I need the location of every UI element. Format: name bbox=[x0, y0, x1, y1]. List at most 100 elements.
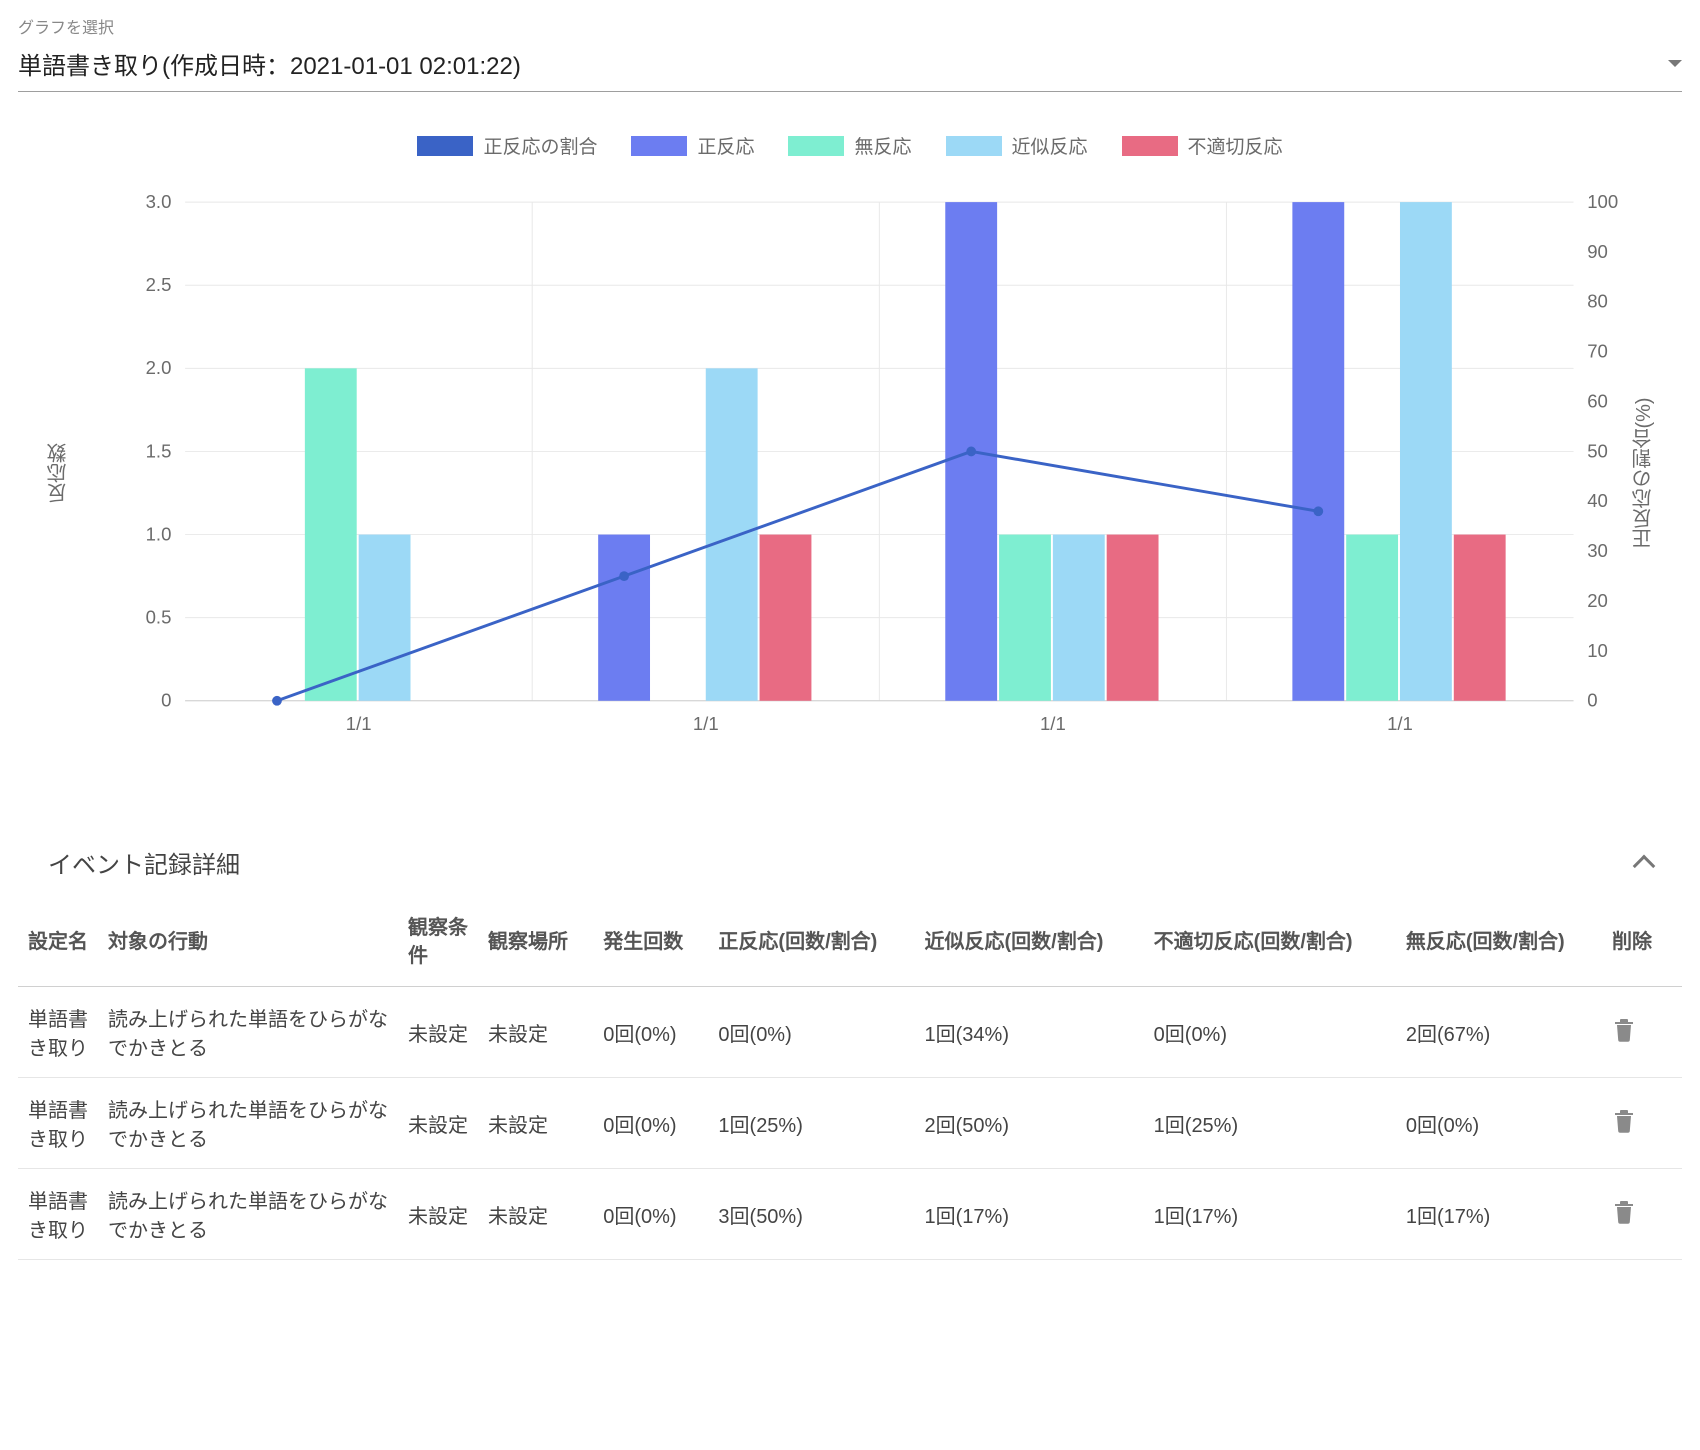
svg-text:1.5: 1.5 bbox=[146, 440, 172, 461]
svg-text:70: 70 bbox=[1587, 341, 1608, 362]
table-cell: 0回(0%) bbox=[593, 987, 708, 1078]
details-header[interactable]: イベント記録詳細 bbox=[18, 833, 1682, 898]
svg-text:20: 20 bbox=[1587, 590, 1608, 611]
graph-selector-value: 単語書き取り(作成日時：2021-01-01 02:01:22) bbox=[18, 46, 521, 81]
table-cell: 読み上げられた単語をひらがなでかきとる bbox=[98, 1169, 398, 1260]
table-header: 設定名 bbox=[18, 898, 98, 987]
table-header: 発生回数 bbox=[593, 898, 708, 987]
table-cell: 2回(67%) bbox=[1396, 987, 1602, 1078]
svg-text:0: 0 bbox=[1587, 690, 1597, 711]
svg-text:90: 90 bbox=[1587, 241, 1608, 262]
trash-icon[interactable] bbox=[1612, 1016, 1636, 1042]
chart-legend: 正反応の割合 正反応 無反応 近似反応 不適切反応 bbox=[18, 132, 1682, 159]
delete-cell bbox=[1602, 1078, 1682, 1169]
legend-item-correct[interactable]: 正反応 bbox=[631, 132, 754, 159]
bar-correct bbox=[1292, 202, 1344, 701]
svg-text:40: 40 bbox=[1587, 490, 1608, 511]
legend-swatch bbox=[946, 136, 1002, 156]
legend-label: 無反応 bbox=[854, 132, 911, 159]
svg-text:1/1: 1/1 bbox=[1387, 713, 1413, 734]
bar-correct bbox=[598, 535, 650, 701]
table-cell: 読み上げられた単語をひらがなでかきとる bbox=[98, 987, 398, 1078]
svg-text:1/1: 1/1 bbox=[1040, 713, 1066, 734]
table-row: 単語書き取り読み上げられた単語をひらがなでかきとる未設定未設定0回(0%)3回(… bbox=[18, 1169, 1682, 1260]
table-header: 観察場所 bbox=[478, 898, 593, 987]
table-cell: 未設定 bbox=[398, 987, 478, 1078]
table-cell: 単語書き取り bbox=[18, 1169, 98, 1260]
legend-swatch bbox=[1122, 136, 1178, 156]
svg-text:2.5: 2.5 bbox=[146, 274, 172, 295]
legend-item-improper[interactable]: 不適切反応 bbox=[1122, 132, 1283, 159]
chevron-up-icon bbox=[1633, 854, 1656, 877]
chart-area: 反応数 正反応の割合(%) 00.51.01.52.02.53.00102030… bbox=[58, 163, 1642, 783]
table-row: 単語書き取り読み上げられた単語をひらがなでかきとる未設定未設定0回(0%)0回(… bbox=[18, 987, 1682, 1078]
legend-label: 近似反応 bbox=[1012, 132, 1088, 159]
legend-item-line[interactable]: 正反応の割合 bbox=[417, 132, 597, 159]
table-cell: 1回(25%) bbox=[708, 1078, 914, 1169]
table-header: 近似反応(回数/割合) bbox=[915, 898, 1144, 987]
table-cell: 0回(0%) bbox=[708, 987, 914, 1078]
svg-text:3.0: 3.0 bbox=[146, 191, 172, 212]
svg-text:80: 80 bbox=[1587, 291, 1608, 312]
table-cell: 未設定 bbox=[398, 1078, 478, 1169]
table-cell: 単語書き取り bbox=[18, 987, 98, 1078]
legend-swatch bbox=[788, 136, 844, 156]
table-cell: 0回(0%) bbox=[1396, 1078, 1602, 1169]
bar-none bbox=[1346, 535, 1398, 701]
legend-label: 不適切反応 bbox=[1188, 132, 1283, 159]
bar-improper bbox=[1454, 535, 1506, 701]
svg-text:10: 10 bbox=[1587, 640, 1608, 661]
bar-none bbox=[999, 535, 1051, 701]
table-header: 削除 bbox=[1602, 898, 1682, 987]
legend-swatch bbox=[631, 136, 687, 156]
svg-text:60: 60 bbox=[1587, 390, 1608, 411]
table-cell: 未設定 bbox=[478, 987, 593, 1078]
legend-label: 正反応の割合 bbox=[483, 132, 597, 159]
table-cell: 0回(0%) bbox=[1144, 987, 1396, 1078]
graph-selector-label: グラフを選択 bbox=[18, 14, 1682, 38]
table-header: 正反応(回数/割合) bbox=[708, 898, 914, 987]
trash-icon[interactable] bbox=[1612, 1107, 1636, 1133]
legend-label: 正反応 bbox=[697, 132, 754, 159]
table-header: 観察条件 bbox=[398, 898, 478, 987]
table-cell: 1回(17%) bbox=[1144, 1169, 1396, 1260]
delete-cell bbox=[1602, 1169, 1682, 1260]
table-cell: 単語書き取り bbox=[18, 1078, 98, 1169]
bar-approx bbox=[359, 535, 411, 701]
table-cell: 0回(0%) bbox=[593, 1169, 708, 1260]
bar-none bbox=[305, 368, 357, 700]
svg-text:2.0: 2.0 bbox=[146, 357, 172, 378]
bar-approx bbox=[706, 368, 758, 700]
bar-improper bbox=[760, 535, 812, 701]
table-cell: 未設定 bbox=[398, 1169, 478, 1260]
details-title: イベント記録詳細 bbox=[48, 845, 240, 880]
table-cell: 0回(0%) bbox=[593, 1078, 708, 1169]
svg-text:1/1: 1/1 bbox=[693, 713, 719, 734]
trash-icon[interactable] bbox=[1612, 1198, 1636, 1224]
table-cell: 1回(17%) bbox=[1396, 1169, 1602, 1260]
details-table: 設定名対象の行動観察条件観察場所発生回数正反応(回数/割合)近似反応(回数/割合… bbox=[18, 898, 1682, 1260]
table-cell: 読み上げられた単語をひらがなでかきとる bbox=[98, 1078, 398, 1169]
legend-item-none[interactable]: 無反応 bbox=[788, 132, 911, 159]
legend-item-approx[interactable]: 近似反応 bbox=[946, 132, 1088, 159]
svg-text:0: 0 bbox=[161, 690, 171, 711]
table-header: 対象の行動 bbox=[98, 898, 398, 987]
table-cell: 3回(50%) bbox=[708, 1169, 914, 1260]
svg-text:1/1: 1/1 bbox=[346, 713, 372, 734]
chart-svg: 0 0.5 1.0 1.5 2.0 2.5 3.0 0 10 20 30 40 50 60 70 80 90 10… bbox=[58, 163, 1642, 769]
svg-text:30: 30 bbox=[1587, 540, 1608, 561]
table-cell: 1回(17%) bbox=[915, 1169, 1144, 1260]
svg-text:100: 100 bbox=[1587, 191, 1618, 212]
svg-text:0.5: 0.5 bbox=[146, 607, 172, 628]
table-cell: 2回(50%) bbox=[915, 1078, 1144, 1169]
bar-approx bbox=[1400, 202, 1452, 701]
table-header: 不適切反応(回数/割合) bbox=[1144, 898, 1396, 987]
bar-approx bbox=[1053, 535, 1105, 701]
table-cell: 未設定 bbox=[478, 1169, 593, 1260]
graph-selector[interactable]: 単語書き取り(作成日時：2021-01-01 02:01:22) bbox=[18, 40, 1682, 92]
table-cell: 1回(25%) bbox=[1144, 1078, 1396, 1169]
svg-text:50: 50 bbox=[1587, 440, 1608, 461]
svg-text:1.0: 1.0 bbox=[146, 523, 172, 544]
bar-improper bbox=[1107, 535, 1159, 701]
chevron-down-icon bbox=[1668, 60, 1682, 67]
